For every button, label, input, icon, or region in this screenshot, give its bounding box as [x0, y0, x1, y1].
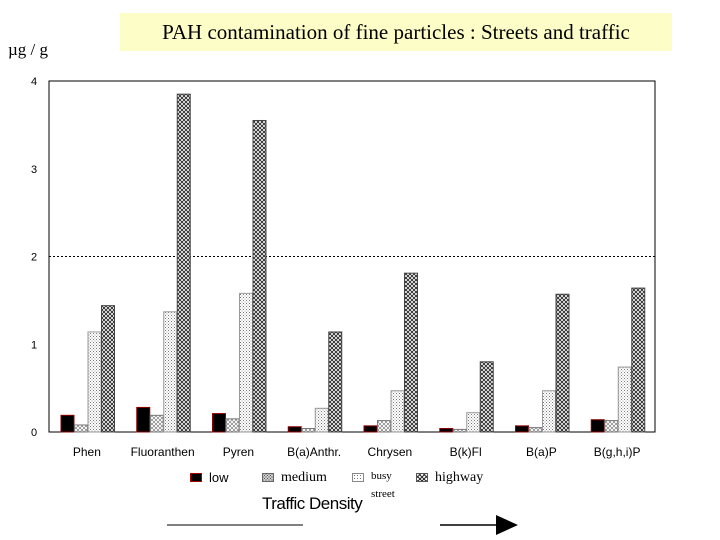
arrow-head-icon	[496, 515, 518, 535]
bar-b-a-anthr-medium	[301, 427, 316, 433]
bar-fluoranthen-highway	[176, 93, 191, 433]
y-axis-unit: µg / g	[8, 40, 49, 59]
x-tick-label: Phen	[73, 445, 101, 459]
chart-title: PAH contamination of fine particles : St…	[120, 13, 672, 51]
bar-phen-medium	[74, 424, 88, 433]
legend-label-medium: medium	[281, 470, 327, 485]
bar-b-a-anthr-low	[287, 426, 302, 433]
bar-chrysen-busy-street	[390, 390, 405, 433]
bar-b-k-fl-busy-street	[466, 412, 481, 433]
bar-fluoranthen-busy-street	[163, 311, 178, 433]
bar-pyren-busy-street	[239, 292, 253, 433]
bar-phen-low	[60, 414, 75, 433]
legend-swatch-low	[190, 473, 202, 482]
bar-b-a-p-low	[515, 425, 529, 433]
bar-fluoranthen-medium	[149, 414, 164, 433]
x-axis-label: Traffic Density	[262, 494, 363, 513]
bar-b-a-anthr-busy-street	[314, 407, 329, 433]
x-tick-label: Chrysen	[368, 445, 413, 459]
bar-chrysen-medium	[377, 420, 391, 433]
legend-label-busy: busy	[371, 470, 392, 482]
bar-pyren-medium	[225, 418, 240, 433]
x-tick-label: Pyren	[223, 445, 254, 459]
x-tick-label: B(k)Fl	[450, 445, 482, 459]
x-tick-label: B(a)Anthr.	[287, 445, 341, 459]
bar-b-g-h-i-p-busy-street	[617, 366, 632, 433]
y-tick-label: 0	[31, 427, 37, 439]
bar-b-g-h-i-p-low	[590, 419, 605, 433]
bar-b-a-p-highway	[555, 293, 570, 433]
bar-b-k-fl-medium	[452, 428, 467, 433]
bar-phen-busy-street	[87, 331, 102, 433]
bar-phen-highway	[101, 305, 115, 433]
bar-b-a-anthr-highway	[328, 331, 343, 433]
x-tick-label: Fluoranthen	[131, 445, 195, 459]
y-tick-label: 3	[31, 164, 37, 176]
bar-b-g-h-i-p-highway	[631, 287, 646, 433]
bar-b-k-fl-low	[439, 427, 454, 433]
x-tick-label: B(g,h,i)P	[594, 445, 641, 459]
legend-swatch-medium	[262, 473, 274, 482]
bar-fluoranthen-low	[136, 406, 151, 433]
bar-b-a-p-medium	[528, 427, 543, 433]
y-tick-label: 1	[31, 339, 37, 351]
legend-swatch-highway	[416, 473, 428, 482]
legend-item-low: low	[190, 470, 229, 485]
bar-chrysen-low	[363, 425, 378, 433]
legend-item-medium: medium	[262, 470, 327, 486]
legend-label-highway: highway	[435, 470, 484, 485]
legend-label-low: low	[209, 470, 229, 485]
bar-pyren-highway	[252, 119, 267, 433]
y-tick-label: 4	[31, 76, 37, 88]
legend-label-street: street	[371, 488, 395, 500]
legend-swatch-busy-street	[352, 473, 364, 482]
x-tick-label: B(a)P	[526, 445, 557, 459]
bar-b-k-fl-highway	[479, 361, 494, 433]
bar-pyren-low	[212, 413, 226, 433]
y-tick-label: 2	[31, 252, 37, 264]
bar-b-g-h-i-p-medium	[604, 420, 619, 433]
bar-chrysen-highway	[404, 272, 418, 433]
bar-b-a-p-busy-street	[542, 390, 556, 433]
legend-item-busy-street: busy street	[352, 470, 395, 500]
legend-item-highway: highway	[416, 470, 483, 486]
